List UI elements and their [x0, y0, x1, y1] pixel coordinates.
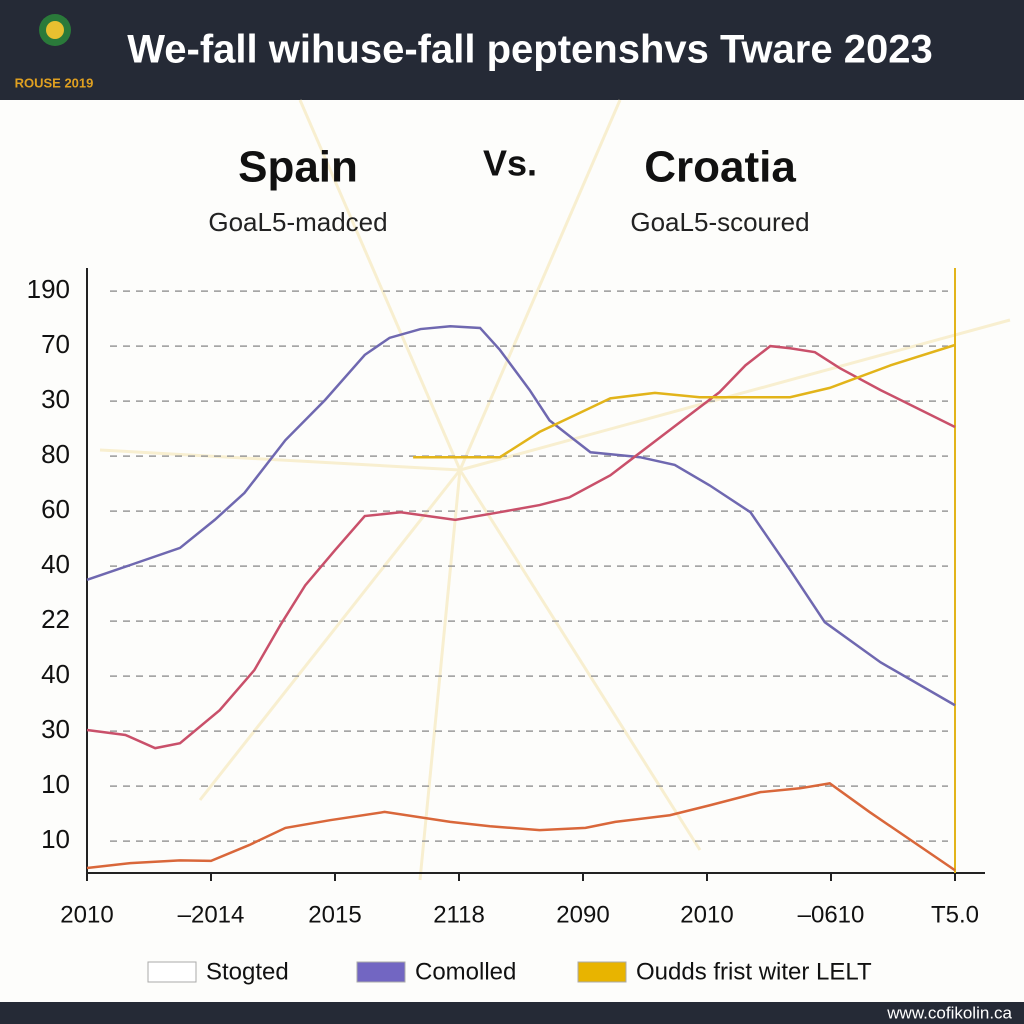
versus: Vs.	[483, 143, 537, 184]
title: We-fall wihuse-fall peptenshvs Tware 202…	[127, 28, 932, 72]
legend-swatch	[147, 961, 197, 983]
y-tick-label: 22	[41, 604, 70, 634]
legend-swatch	[356, 961, 406, 983]
subtitle-right: GoaL5-scoured	[630, 207, 809, 237]
legend-swatch	[577, 961, 627, 983]
y-tick-label: 70	[41, 329, 70, 359]
x-tick-label: 2118	[433, 901, 485, 928]
series-line	[86, 344, 956, 750]
x-tick-label: –0610	[798, 901, 865, 928]
header-bar	[0, 0, 1024, 100]
legend-label: Comolled	[415, 958, 516, 985]
y-tick-label: 190	[27, 274, 70, 304]
y-tick-label: 10	[41, 824, 70, 854]
footer-url: www.cofikolin.ca	[886, 1003, 1012, 1022]
team-right: Croatia	[644, 143, 796, 192]
y-tick-label: 40	[41, 549, 70, 579]
logo-text: ROUSE 2019	[15, 75, 94, 90]
team-left: Spain	[238, 143, 358, 192]
y-tick-label: 80	[41, 439, 70, 469]
x-tick-label: 2015	[308, 901, 361, 928]
x-tick-label: Τ5.0	[931, 901, 979, 928]
x-tick-label: 2010	[680, 901, 733, 928]
legend-label: Stogted	[206, 958, 289, 985]
x-tick-label: –2014	[178, 901, 245, 928]
y-tick-label: 10	[41, 769, 70, 799]
y-tick-label: 30	[41, 714, 70, 744]
y-tick-label: 60	[41, 494, 70, 524]
footer-bar	[0, 1002, 1024, 1024]
x-tick-label: 2010	[60, 901, 113, 928]
subtitle-left: GoaL5-madced	[208, 207, 387, 237]
legend-label: Oudds frist witer LELT	[636, 958, 872, 985]
y-tick-label: 40	[41, 659, 70, 689]
series-line	[413, 343, 956, 459]
series-line	[86, 325, 956, 707]
y-tick-label: 30	[41, 384, 70, 414]
logo: ROUSE 2019	[15, 14, 94, 90]
series-line	[86, 782, 956, 872]
x-tick-label: 2090	[556, 901, 609, 928]
